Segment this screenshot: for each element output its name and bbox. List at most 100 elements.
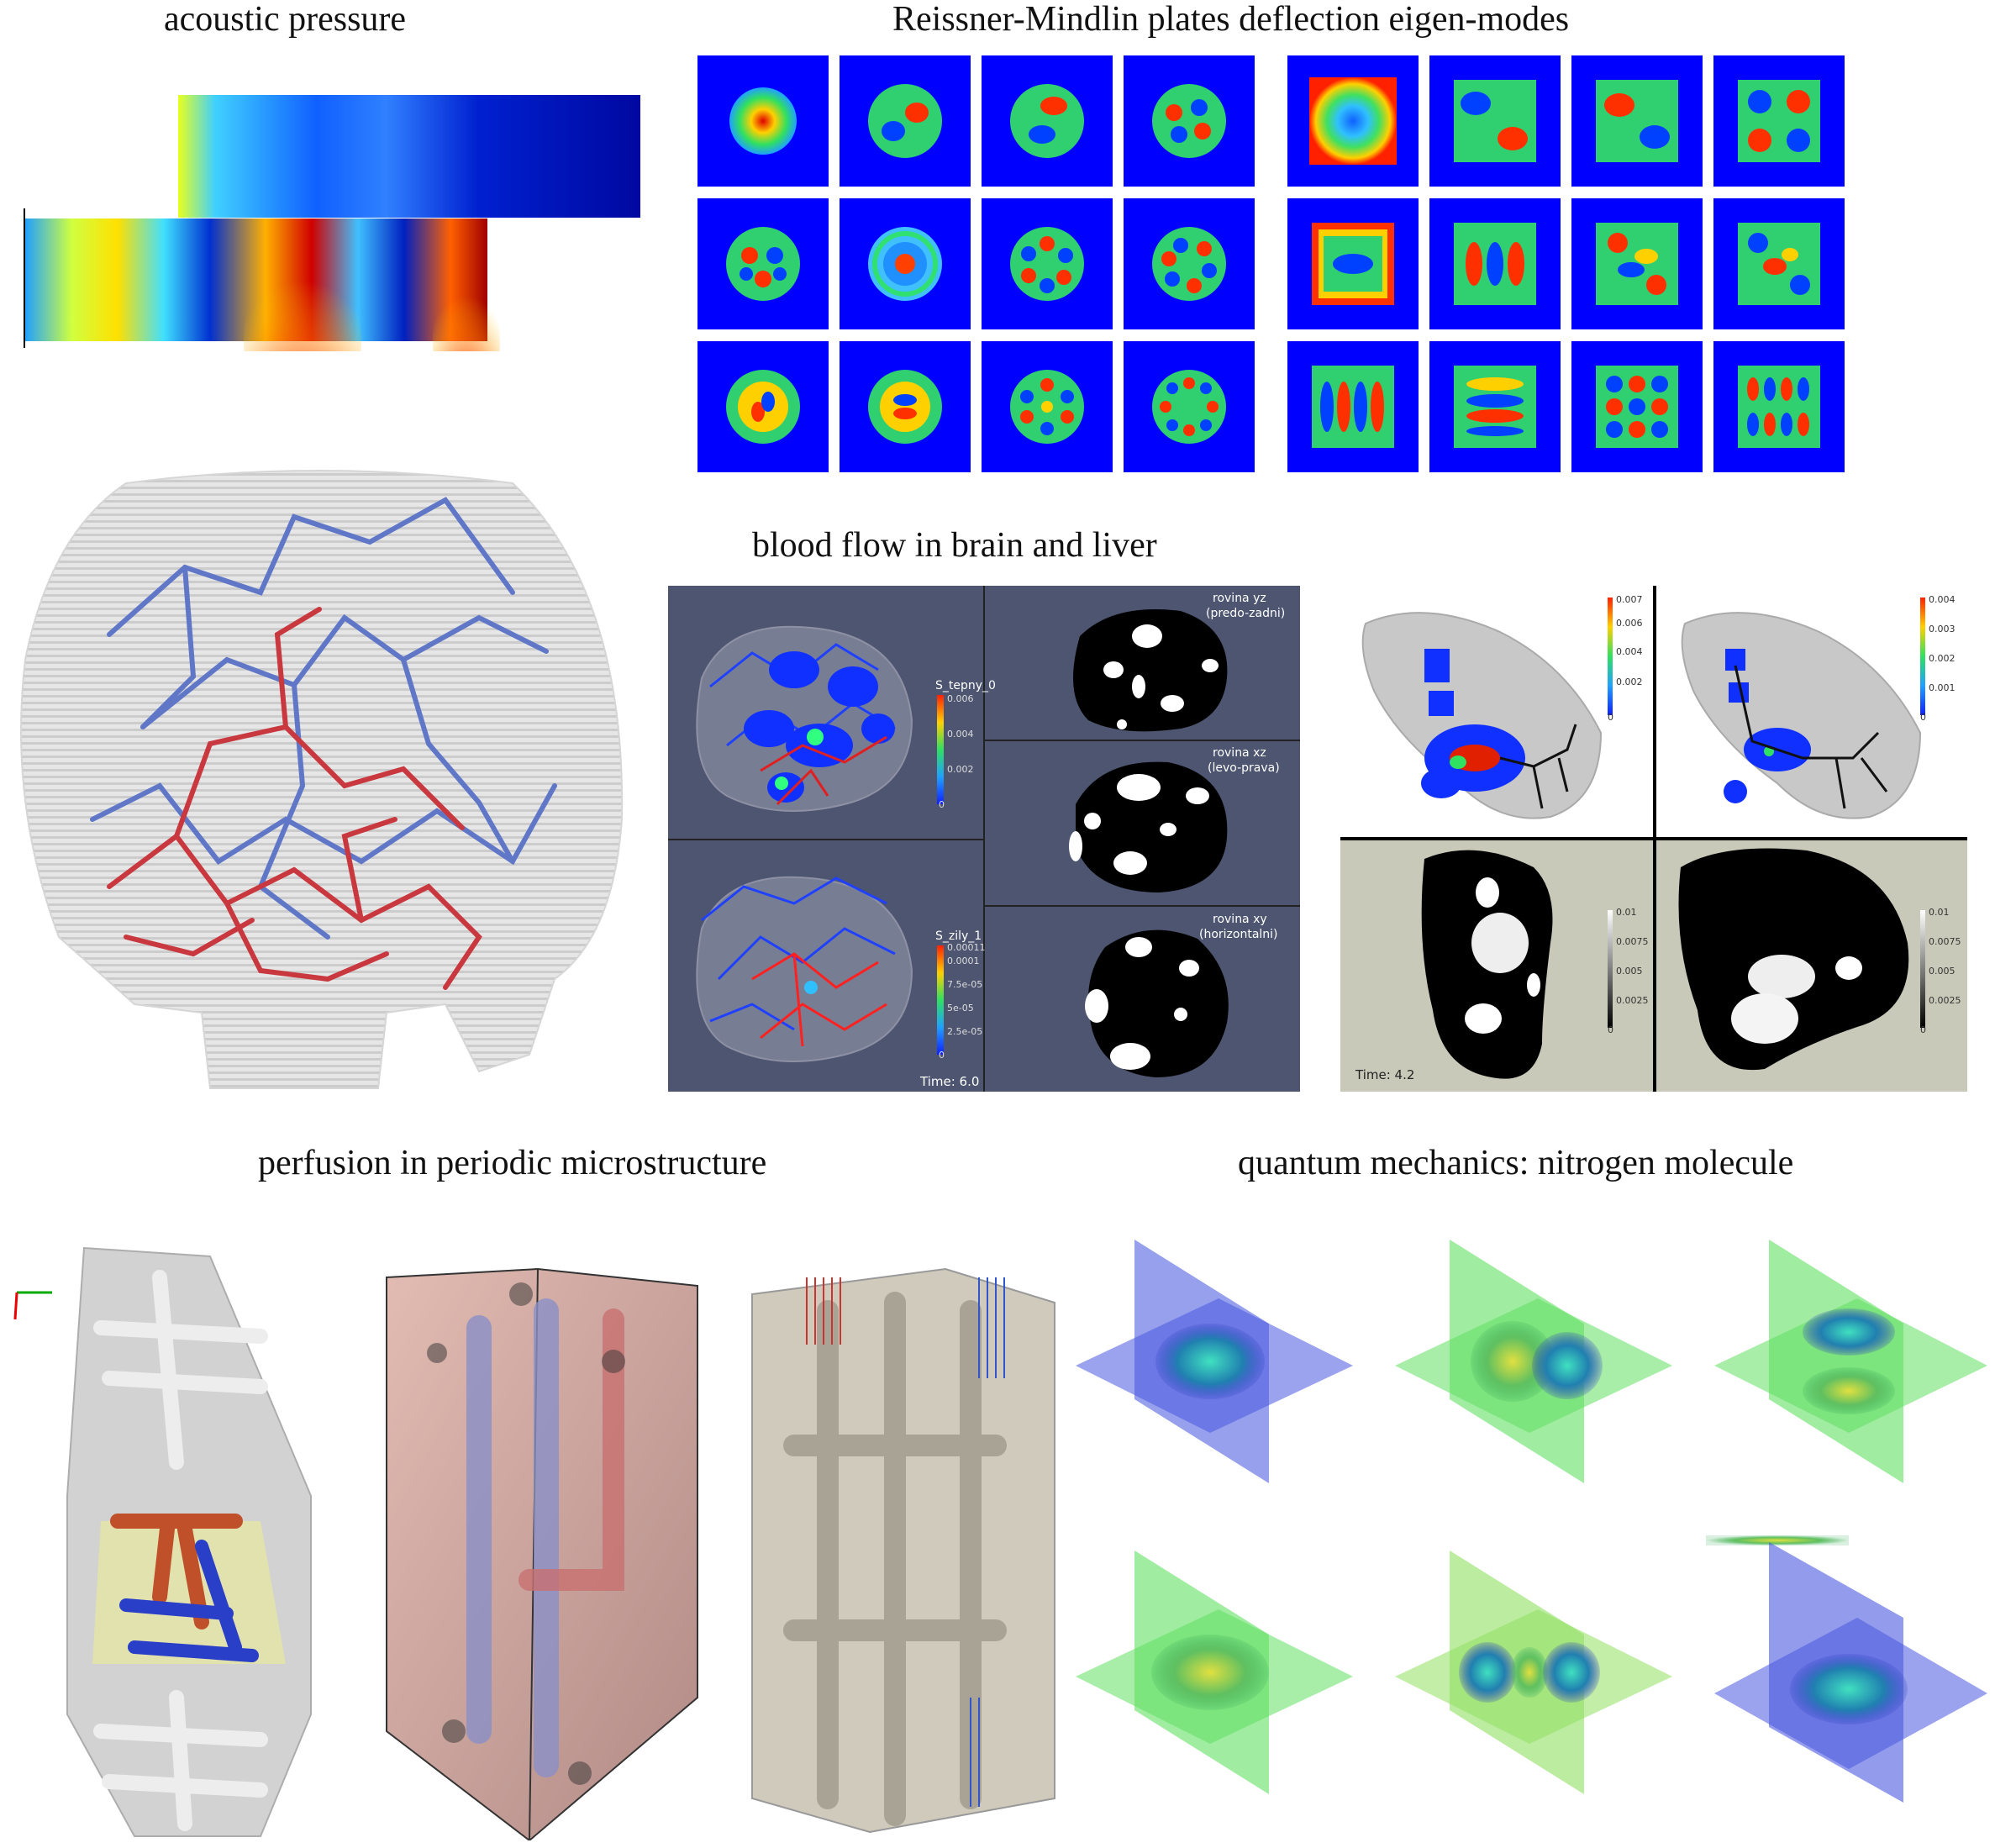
tl-tick-0: 0.007 — [1616, 594, 1643, 605]
slice-xy-name: rovina xy — [1213, 913, 1267, 926]
brain-flow-panel: S_tepny_0 0.006 0.004 0.002 0 S_zily_1 0… — [668, 586, 1300, 1092]
orbital-6 — [1706, 1535, 1987, 1803]
slice-xy-image — [1085, 929, 1229, 1077]
circular-mode-12 — [1124, 341, 1255, 472]
brain-time-label: Time: 6.0 — [920, 1074, 980, 1089]
slice-yz-image — [1073, 609, 1228, 732]
blood-flow-title: blood flow in brain and liver — [752, 526, 1157, 565]
panel-divider-left-horizontal — [668, 839, 983, 840]
orbital-2 — [1395, 1240, 1672, 1483]
circular-mode-4 — [1124, 55, 1255, 187]
liver-time-label: Time: 4.2 — [1355, 1067, 1415, 1082]
top-tick-0: 0.006 — [947, 693, 974, 704]
acoustic-title: acoustic pressure — [164, 0, 407, 39]
brain-veins-view — [696, 876, 913, 1062]
square-plate-modes — [1287, 55, 1845, 472]
bottom-tick-2: 7.5e-05 — [947, 979, 983, 990]
br-tick-4: 0 — [1920, 1024, 1926, 1035]
perfusion-cell-3 — [751, 1267, 1055, 1834]
circular-mode-5 — [697, 198, 829, 329]
circular-mode-10 — [840, 341, 971, 472]
slice-xz-sub: (levo-prava) — [1208, 761, 1280, 775]
bl-tick-0: 0.01 — [1616, 907, 1637, 918]
square-mode-4 — [1713, 55, 1845, 187]
square-mode-2 — [1429, 55, 1561, 187]
square-mode-5 — [1287, 198, 1419, 329]
tl-tick-3: 0.002 — [1616, 677, 1643, 687]
circular-plate-modes — [697, 55, 1255, 472]
br-tick-1: 0.0075 — [1929, 936, 1961, 947]
liver-slice-right — [1678, 848, 1909, 1071]
circular-mode-8 — [1124, 198, 1255, 329]
top-tick-3: 0 — [939, 799, 945, 810]
bl-tick-2: 0.005 — [1616, 966, 1643, 977]
skull-vessels-render — [20, 470, 624, 1089]
tr-tick-4: 0 — [1920, 712, 1926, 723]
liver-divider-horizontal — [1340, 837, 1967, 840]
tl-tick-4: 0 — [1608, 712, 1613, 723]
slice-xy-sub: (horizontalni) — [1199, 928, 1278, 941]
orbital-4 — [1076, 1551, 1353, 1794]
quantum-orbitals — [1076, 1240, 1987, 1803]
orbital-3 — [1714, 1240, 1987, 1483]
circular-mode-7 — [982, 198, 1113, 329]
quantum-title: quantum mechanics: nitrogen molecule — [1238, 1144, 1794, 1182]
square-mode-1 — [1287, 55, 1419, 187]
circular-mode-11 — [982, 341, 1113, 472]
panel-divider-right-h2 — [985, 905, 1300, 907]
liver-view-right — [1681, 612, 1922, 819]
bottom-tick-4: 2.5e-05 — [947, 1026, 983, 1037]
orbital-5 — [1395, 1551, 1672, 1794]
perfusion-cell-2 — [386, 1267, 698, 1840]
circular-mode-6 — [840, 198, 971, 329]
liver-colorbar-bl — [1608, 910, 1613, 1028]
slice-yz-name: rovina yz — [1213, 592, 1266, 605]
square-mode-11 — [1571, 341, 1703, 472]
square-mode-8 — [1713, 198, 1845, 329]
tr-tick-3: 0.001 — [1929, 682, 1956, 693]
bottom-tick-3: 5e-05 — [947, 1003, 974, 1014]
square-mode-9 — [1287, 341, 1419, 472]
square-mode-10 — [1429, 341, 1561, 472]
perfusion-title: perfusion in periodic microstructure — [258, 1144, 767, 1182]
bottom-tick-1: 0.0001 — [947, 956, 980, 966]
top-tick-2: 0.002 — [947, 764, 974, 775]
panel-divider-vertical — [983, 586, 985, 1092]
bottom-tick-0: 0.00011 — [947, 942, 986, 953]
square-mode-12 — [1713, 341, 1845, 472]
br-tick-0: 0.01 — [1929, 907, 1950, 918]
perfusion-cell-1 — [13, 1246, 312, 1837]
slice-xz-image — [1069, 761, 1228, 892]
liver-colorbar-tr — [1920, 598, 1925, 715]
bottom-tick-5: 0 — [939, 1050, 945, 1061]
panel-divider-right-h1 — [985, 740, 1300, 741]
bl-tick-4: 0 — [1608, 1024, 1613, 1035]
tr-tick-2: 0.002 — [1929, 653, 1956, 664]
liver-colorbar-br — [1920, 910, 1925, 1028]
brain-arteries-view — [696, 625, 913, 812]
tl-tick-1: 0.006 — [1616, 618, 1643, 629]
plates-title: Reissner-Mindlin plates deflection eigen… — [892, 0, 1570, 39]
liver-colorbar-tl — [1608, 598, 1613, 715]
acoustic-pressure-plot — [24, 95, 640, 351]
square-mode-6 — [1429, 198, 1561, 329]
bottom-legend-title: S_zily_1 — [935, 929, 982, 943]
tr-tick-0: 0.004 — [1929, 594, 1956, 605]
bl-tick-1: 0.0075 — [1616, 936, 1649, 947]
circular-mode-9 — [697, 341, 829, 472]
top-legend-title: S_tepny_0 — [935, 679, 996, 692]
top-tick-1: 0.004 — [947, 729, 974, 740]
square-mode-3 — [1571, 55, 1703, 187]
top-colorbar — [937, 695, 944, 804]
orbital-1 — [1076, 1240, 1353, 1483]
br-tick-2: 0.005 — [1929, 966, 1956, 977]
square-mode-7 — [1571, 198, 1703, 329]
liver-view-left — [1361, 612, 1603, 819]
bl-tick-3: 0.0025 — [1616, 995, 1649, 1006]
tr-tick-1: 0.003 — [1929, 624, 1956, 634]
tl-tick-2: 0.004 — [1616, 646, 1643, 657]
circular-mode-1 — [697, 55, 829, 187]
circular-mode-3 — [982, 55, 1113, 187]
liver-flow-panel: 0.007 0.006 0.004 0.002 0 0.004 0.003 0.… — [1340, 586, 1967, 1092]
br-tick-3: 0.0025 — [1929, 995, 1961, 1006]
